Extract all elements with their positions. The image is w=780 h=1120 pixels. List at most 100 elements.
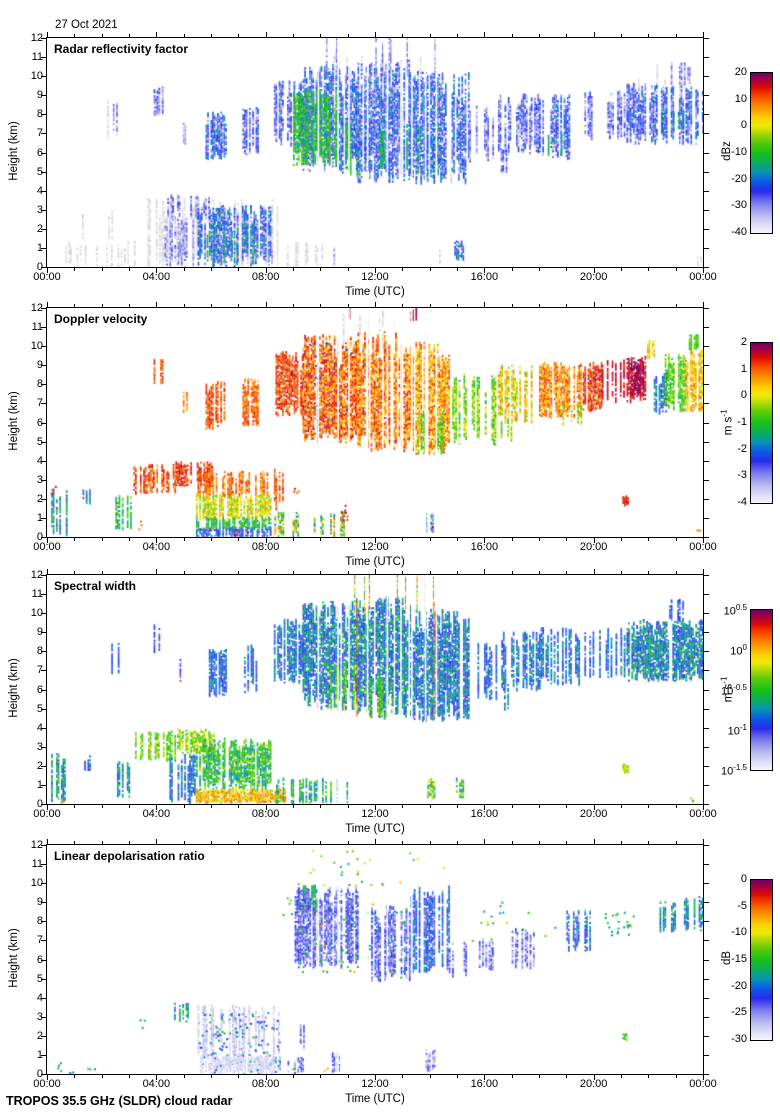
y-tick-mark: [704, 498, 709, 500]
x-tick-mark: [320, 841, 322, 844]
x-tick-mark: [429, 304, 431, 307]
x-tick-mark: [566, 538, 568, 541]
y-tick-mark: [704, 921, 709, 923]
y-tick-mark: [41, 613, 46, 615]
x-tick-label: 12:00: [361, 1078, 389, 1090]
x-tick-mark: [320, 571, 322, 574]
y-tick-mark: [41, 460, 46, 462]
x-tick-mark: [429, 1075, 431, 1078]
x-tick-mark: [402, 805, 404, 808]
colorbar-tick-label: 10: [734, 92, 747, 105]
colorbar-frame: [750, 72, 773, 234]
x-tick-mark: [183, 1075, 185, 1078]
x-tick-mark: [293, 538, 294, 541]
instrument-footer: TROPOS 35.5 GHz (SLDR) cloud radar: [6, 1094, 233, 1108]
x-tick-mark: [429, 34, 431, 37]
x-tick-mark: [183, 805, 185, 808]
y-tick-label: 0: [36, 1068, 43, 1080]
x-tick-label: 12:00: [361, 541, 389, 553]
y-tick-mark: [704, 613, 709, 615]
y-tick-mark: [41, 247, 46, 249]
x-tick-mark: [47, 569, 48, 574]
y-tick-label: 11: [31, 588, 43, 601]
x-tick-mark: [621, 538, 622, 541]
x-tick-mark: [402, 1075, 404, 1078]
colorbar-ldr: [751, 880, 772, 1040]
y-tick-label: 3: [36, 740, 43, 753]
y-tick-label: 1: [36, 1048, 43, 1061]
y-tick-mark: [704, 517, 709, 519]
y-tick-mark: [41, 133, 46, 135]
x-tick-mark: [211, 571, 212, 574]
x-tick-mark: [156, 268, 158, 273]
x-tick-mark: [129, 268, 130, 271]
x-tick-mark: [703, 302, 704, 307]
colorbar-frame: [750, 609, 773, 771]
x-tick-mark: [74, 268, 76, 271]
y-tick-mark: [41, 670, 46, 672]
x-tick-mark: [183, 268, 185, 271]
x-tick-mark: [74, 841, 76, 844]
x-tick-mark: [347, 571, 349, 574]
x-tick-mark: [457, 1075, 458, 1078]
y-tick-mark: [41, 384, 46, 386]
x-tick-mark: [265, 569, 267, 574]
x-tick-label: 08:00: [251, 1078, 280, 1090]
x-tick-mark: [566, 571, 568, 574]
colorbar-frame: [750, 342, 773, 504]
x-tick-mark: [375, 268, 376, 273]
colorbar-tick-label: -5: [737, 899, 747, 912]
x-tick-mark: [621, 571, 622, 574]
x-tick-mark: [703, 268, 704, 273]
x-tick-label: 12:00: [361, 808, 389, 820]
y-tick-mark: [41, 441, 46, 443]
y-tick-mark: [704, 746, 709, 748]
colorbar-tick-label: -40: [731, 226, 747, 238]
x-tick-mark: [347, 841, 349, 844]
x-tick-mark: [675, 268, 677, 271]
x-tick-label: 04:00: [142, 1078, 171, 1090]
y-tick-label: 12: [30, 569, 43, 581]
y-tick-mark: [704, 247, 709, 249]
y-tick-label: 12: [30, 302, 43, 314]
y-tick-label: 2: [36, 222, 43, 235]
y-tick-mark: [41, 1074, 46, 1075]
y-tick-mark: [704, 651, 709, 653]
heatmap-canvas-spectral-width: [47, 575, 703, 804]
x-tick-mark: [320, 1075, 322, 1078]
x-tick-mark: [74, 1075, 76, 1078]
x-tick-mark: [457, 268, 458, 271]
y-tick-label: 5: [36, 165, 43, 178]
y-tick-mark: [41, 921, 46, 923]
x-axis-label: Time (UTC): [345, 823, 405, 835]
y-tick-mark: [704, 1054, 709, 1056]
x-tick-mark: [347, 268, 349, 271]
x-tick-label: 16:00: [470, 271, 499, 283]
x-tick-mark: [648, 34, 650, 37]
x-tick-mark: [402, 841, 404, 844]
x-tick-mark: [511, 805, 513, 808]
y-tick-mark: [704, 209, 709, 211]
x-tick-mark: [511, 571, 513, 574]
x-tick-mark: [156, 538, 158, 543]
x-tick-mark: [429, 841, 431, 844]
y-tick-label: 9: [36, 896, 43, 909]
x-tick-mark: [484, 839, 486, 844]
x-tick-mark: [101, 841, 103, 844]
x-tick-mark: [101, 805, 103, 808]
y-tick-mark: [41, 959, 46, 961]
y-tick-mark: [41, 746, 46, 748]
x-tick-mark: [320, 538, 322, 541]
y-tick-mark: [41, 1016, 46, 1018]
y-tick-mark: [41, 190, 46, 192]
y-tick-label: 8: [36, 108, 43, 121]
panel-title-ldr: Linear depolarisation ratio: [54, 849, 205, 863]
x-tick-mark: [593, 302, 595, 307]
y-tick-mark: [704, 152, 709, 154]
y-tick-mark: [41, 209, 46, 211]
x-tick-mark: [566, 268, 568, 271]
x-tick-mark: [484, 569, 486, 574]
x-tick-mark: [539, 805, 540, 808]
x-tick-mark: [238, 268, 240, 271]
